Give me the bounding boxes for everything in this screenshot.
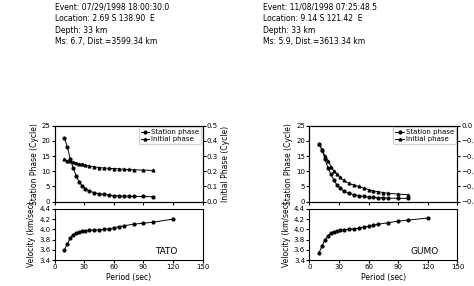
Text: Event: 07/29/1998 18:00:30.0
Location: 2.69 S 138.90  E
Depth: 33 km
Ms: 6.7, Di: Event: 07/29/1998 18:00:30.0 Location: 2… bbox=[55, 3, 169, 46]
Initial phase bbox=[131, 168, 137, 172]
Y-axis label: Velocity (km/sec): Velocity (km/sec) bbox=[282, 202, 291, 267]
Station phase bbox=[73, 174, 79, 178]
Initial phase bbox=[385, 192, 391, 195]
Initial phase bbox=[106, 166, 112, 170]
Initial phase bbox=[71, 160, 76, 164]
Initial phase bbox=[375, 190, 381, 194]
Initial phase bbox=[86, 164, 92, 168]
Y-axis label: Initial Phase (Cycle): Initial Phase (Cycle) bbox=[221, 126, 230, 202]
Initial phase bbox=[325, 159, 331, 162]
Station phase bbox=[365, 195, 371, 199]
Initial phase bbox=[381, 191, 386, 194]
Initial phase bbox=[361, 186, 366, 190]
Station phase bbox=[62, 136, 67, 140]
Initial phase bbox=[73, 161, 79, 165]
Station phase bbox=[121, 194, 127, 198]
Initial phase bbox=[76, 162, 82, 165]
Station phase bbox=[316, 142, 322, 146]
Initial phase bbox=[395, 192, 401, 196]
Station phase bbox=[67, 158, 73, 161]
Station phase bbox=[116, 194, 121, 198]
Initial phase bbox=[405, 193, 411, 196]
Station phase bbox=[111, 194, 117, 197]
Initial phase bbox=[334, 173, 340, 176]
X-axis label: Period (sec): Period (sec) bbox=[106, 273, 151, 282]
Station phase bbox=[371, 196, 376, 199]
X-axis label: Period (sec): Period (sec) bbox=[361, 273, 406, 282]
Initial phase bbox=[126, 168, 131, 171]
Station phase bbox=[331, 179, 337, 182]
Initial phase bbox=[121, 168, 127, 171]
Station phase bbox=[346, 191, 352, 195]
Station phase bbox=[79, 184, 85, 188]
Station phase bbox=[351, 193, 356, 196]
Initial phase bbox=[150, 169, 156, 172]
Station phase bbox=[334, 183, 340, 187]
Station phase bbox=[381, 196, 386, 200]
Initial phase bbox=[67, 160, 73, 163]
Initial phase bbox=[365, 188, 371, 191]
Text: GUMO: GUMO bbox=[410, 247, 438, 256]
Initial phase bbox=[337, 176, 343, 179]
Initial phase bbox=[140, 168, 146, 172]
Initial phase bbox=[331, 170, 337, 173]
Line: Initial phase: Initial phase bbox=[63, 158, 155, 172]
Y-axis label: Station Phase (Cycle): Station Phase (Cycle) bbox=[29, 123, 38, 205]
Initial phase bbox=[322, 154, 328, 158]
Station phase bbox=[361, 195, 366, 198]
Initial phase bbox=[101, 166, 107, 170]
Initial phase bbox=[328, 165, 334, 168]
Y-axis label: Velocity (km/sec): Velocity (km/sec) bbox=[27, 202, 36, 267]
Text: TATO: TATO bbox=[155, 247, 178, 256]
Station phase bbox=[375, 196, 381, 199]
Station phase bbox=[131, 195, 137, 198]
Legend: Station phase, Initial phase: Station phase, Initial phase bbox=[138, 127, 201, 144]
Initial phase bbox=[116, 167, 121, 171]
Station phase bbox=[319, 148, 325, 152]
Station phase bbox=[140, 195, 146, 198]
Station phase bbox=[328, 173, 334, 176]
Initial phase bbox=[91, 165, 97, 168]
Initial phase bbox=[62, 158, 67, 161]
Station phase bbox=[76, 180, 82, 184]
Initial phase bbox=[316, 142, 322, 146]
Initial phase bbox=[96, 166, 102, 169]
Station phase bbox=[64, 145, 70, 149]
Station phase bbox=[101, 193, 107, 196]
Station phase bbox=[341, 189, 346, 193]
Y-axis label: Station Phase (Cycle): Station Phase (Cycle) bbox=[284, 123, 293, 205]
Station phase bbox=[91, 191, 97, 194]
Initial phase bbox=[64, 159, 70, 162]
Line: Station phase: Station phase bbox=[63, 137, 155, 198]
Station phase bbox=[86, 189, 92, 193]
Station phase bbox=[322, 158, 328, 161]
Initial phase bbox=[111, 167, 117, 170]
Station phase bbox=[96, 192, 102, 195]
Station phase bbox=[71, 166, 76, 170]
Station phase bbox=[385, 196, 391, 200]
Initial phase bbox=[82, 164, 88, 167]
Station phase bbox=[405, 197, 411, 200]
Station phase bbox=[337, 186, 343, 190]
Station phase bbox=[106, 193, 112, 197]
Station phase bbox=[395, 196, 401, 200]
Legend: Station phase, Initial phase: Station phase, Initial phase bbox=[393, 127, 456, 144]
Station phase bbox=[356, 194, 362, 197]
Station phase bbox=[325, 166, 331, 170]
Initial phase bbox=[341, 179, 346, 182]
Initial phase bbox=[79, 163, 85, 166]
Station phase bbox=[82, 187, 88, 190]
Initial phase bbox=[319, 148, 325, 152]
Initial phase bbox=[371, 189, 376, 193]
Initial phase bbox=[346, 182, 352, 185]
Line: Station phase: Station phase bbox=[318, 143, 410, 200]
Text: Event: 11/08/1998 07:25:48.5
Location: 9.14 S 121.42  E
Depth: 33 km
Ms: 5.9, Di: Event: 11/08/1998 07:25:48.5 Location: 9… bbox=[263, 3, 377, 46]
Station phase bbox=[150, 195, 156, 198]
Initial phase bbox=[356, 185, 362, 188]
Initial phase bbox=[351, 183, 356, 187]
Station phase bbox=[126, 194, 131, 198]
Line: Initial phase: Initial phase bbox=[318, 143, 410, 196]
